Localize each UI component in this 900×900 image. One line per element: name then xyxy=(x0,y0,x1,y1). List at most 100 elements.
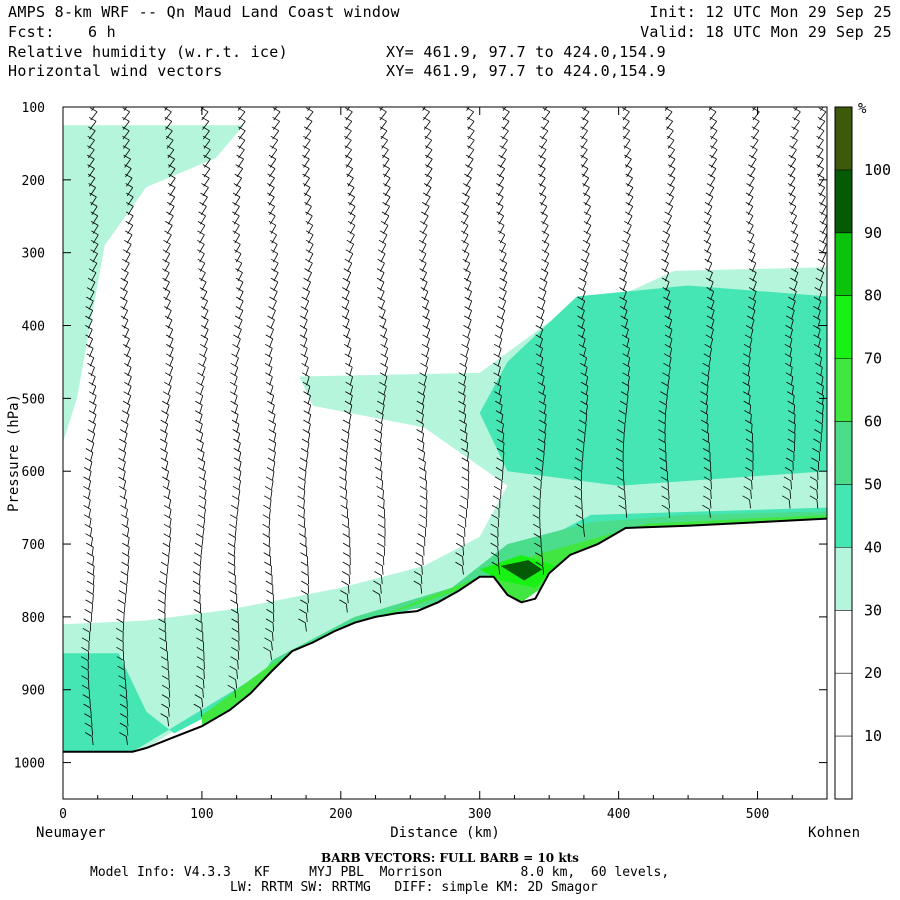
wind-barb xyxy=(273,452,276,462)
wind-barb-flag xyxy=(818,192,826,198)
wind-barb xyxy=(89,698,91,708)
wind-barb-flag xyxy=(744,334,753,340)
wind-barb-flag xyxy=(467,135,475,141)
wind-barb xyxy=(268,528,270,537)
wind-barb-flag xyxy=(379,325,387,330)
wind-barb-flag xyxy=(494,343,502,349)
wind-barb-flag xyxy=(709,154,717,160)
wind-barb-flag xyxy=(160,656,169,662)
wind-barb xyxy=(88,310,94,320)
wind-barb-flag xyxy=(742,381,750,387)
wind-barb-flag xyxy=(195,410,203,415)
y-tick-label: 700 xyxy=(22,538,45,553)
wind-barb-flag xyxy=(787,173,796,179)
wind-barb xyxy=(123,442,127,452)
wind-barb-flag xyxy=(745,457,754,463)
wind-barb-flag xyxy=(269,230,277,236)
wind-barb xyxy=(238,471,242,481)
wind-barb-column xyxy=(157,107,176,727)
wind-barb-flag xyxy=(785,372,793,378)
wind-barb-flag xyxy=(581,173,589,179)
wind-barb xyxy=(584,262,589,272)
wind-barb-flag xyxy=(622,239,630,245)
wind-barb-flag xyxy=(201,315,209,321)
wind-barb xyxy=(200,547,203,556)
wind-barb-flag xyxy=(814,353,822,359)
wind-barb xyxy=(822,244,827,253)
wind-barb-flag xyxy=(157,609,166,614)
wind-barb-flag xyxy=(703,239,711,245)
wind-barb xyxy=(202,461,206,471)
wind-barb-flag xyxy=(161,684,170,690)
wind-barb-flag xyxy=(499,145,507,151)
wind-barb-flag xyxy=(120,306,128,311)
wind-barb xyxy=(92,423,96,433)
wind-barb xyxy=(384,206,390,216)
wind-barb-flag xyxy=(265,334,273,340)
fcst-value: 6 h xyxy=(88,23,116,41)
wind-barb xyxy=(202,121,210,130)
wind-barb-flag xyxy=(195,533,204,538)
wind-barb xyxy=(269,547,271,556)
wind-barb-flag xyxy=(790,135,798,141)
wind-barb xyxy=(304,300,310,310)
wind-barb xyxy=(347,177,354,187)
wind-barb-flag xyxy=(118,485,127,491)
wind-barb-flag xyxy=(703,495,711,501)
wind-barb xyxy=(348,244,355,253)
wind-barb-flag xyxy=(233,438,241,444)
wind-barb xyxy=(709,177,716,187)
wind-barb-flag xyxy=(121,514,129,520)
wind-barb xyxy=(421,433,424,443)
wind-barb-flag xyxy=(538,391,546,396)
wind-barb-flag xyxy=(664,353,672,359)
wind-barb-flag xyxy=(377,287,385,292)
wind-barb xyxy=(541,471,543,481)
wind-barb-flag xyxy=(667,173,676,179)
wind-barb xyxy=(711,310,715,320)
wind-barb-flag xyxy=(751,126,759,132)
wind-barb xyxy=(497,537,499,547)
wind-barb-flag xyxy=(460,220,469,226)
wind-barb-flag xyxy=(123,154,131,160)
wind-barb xyxy=(817,300,822,310)
wind-barb xyxy=(466,442,469,452)
wind-barb-flag xyxy=(702,448,711,453)
wind-barb-flag xyxy=(160,448,168,453)
wind-barb xyxy=(626,338,630,348)
wind-barb-flag xyxy=(418,457,426,463)
wind-barb xyxy=(420,575,423,585)
wind-barb-flag xyxy=(537,306,545,311)
wind-barb-flag xyxy=(344,258,352,264)
wind-barb-flag xyxy=(299,609,307,614)
wind-barb xyxy=(625,158,632,168)
wind-barb-column xyxy=(455,107,475,575)
wind-barb xyxy=(164,603,166,613)
wind-barb-flag xyxy=(233,476,241,482)
wind-barb xyxy=(540,480,542,490)
wind-barb-flag xyxy=(194,552,202,557)
wind-barb-flag xyxy=(498,239,506,245)
wind-barb xyxy=(792,395,795,405)
wind-barb xyxy=(88,471,92,481)
wind-barb xyxy=(90,281,96,291)
wind-barb-flag xyxy=(89,400,97,406)
wind-barb-flag xyxy=(580,145,588,151)
wind-barb-flag xyxy=(339,476,347,482)
wind-barb xyxy=(199,404,203,414)
wind-barb xyxy=(201,196,208,206)
wind-barb xyxy=(126,528,130,537)
wind-barb-flag xyxy=(340,448,348,453)
wind-barb-flag xyxy=(742,372,750,378)
wind-barb-flag xyxy=(421,353,429,359)
wind-barb xyxy=(166,395,171,405)
wind-barb-flag xyxy=(818,202,827,207)
wind-barb xyxy=(463,414,467,424)
wind-barb xyxy=(122,461,126,471)
wind-barb-flag xyxy=(89,391,97,397)
wind-barb-flag xyxy=(301,362,309,368)
wind-barb-flag xyxy=(265,381,274,387)
wind-barb xyxy=(668,149,676,159)
wind-barb-column xyxy=(262,107,281,660)
wind-barb xyxy=(384,376,388,386)
